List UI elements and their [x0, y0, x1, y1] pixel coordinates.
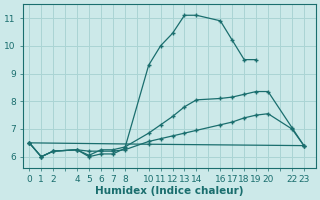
X-axis label: Humidex (Indice chaleur): Humidex (Indice chaleur)	[95, 186, 244, 196]
